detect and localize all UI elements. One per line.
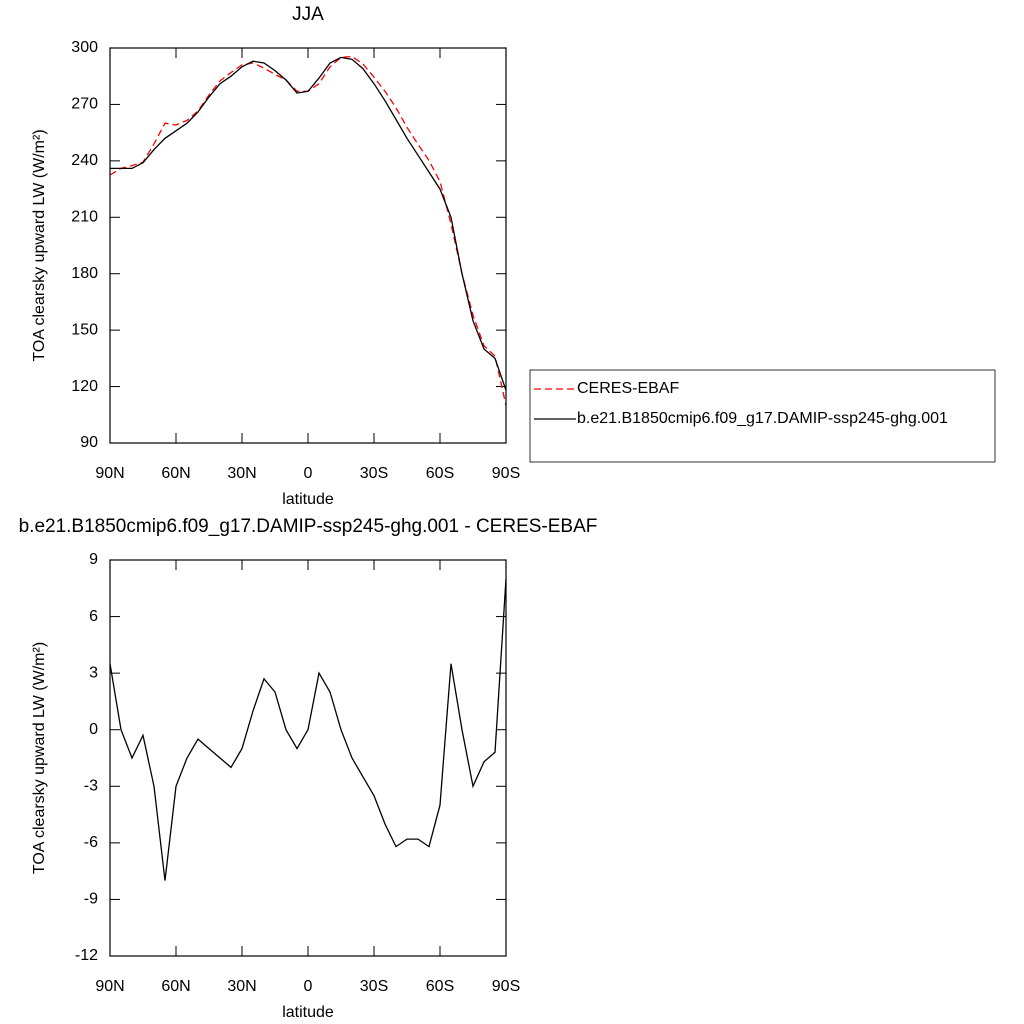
x-tick-label: 60S [426,465,454,482]
x-tick-label: 60N [161,978,190,995]
y-tick-label: 300 [71,39,98,56]
x-tick-label: 0 [304,978,313,995]
data-line [109,578,507,881]
x-axis-label: latitude [282,491,334,508]
plot-frame [109,47,507,444]
x-tick-label: 30N [227,465,256,482]
x-tick-label: 30S [360,978,388,995]
legend-label: b.e21.B1850cmip6.f09_g17.DAMIP-ssp245-gh… [577,410,948,427]
y-tick-label: 120 [71,378,98,395]
y-tick-label: 210 [71,209,98,226]
x-tick-label: 90N [95,465,124,482]
y-tick-label: 0 [89,721,98,738]
legend-label: CERES-EBAF [577,380,679,397]
chart-title: b.e21.B1850cmip6.f09_g17.DAMIP-ssp245-gh… [19,516,598,537]
y-tick-label: 240 [71,152,98,169]
y-tick-label: 6 [89,608,98,625]
y-tick-label: 150 [71,321,98,338]
y-axis-label: TOA clearsky upward LW (W/m²) [31,129,48,361]
y-tick-label: 90 [80,434,98,451]
x-tick-label: 30N [227,978,256,995]
legend-box [529,369,996,463]
x-tick-label: 0 [304,465,313,482]
y-tick-label: -12 [75,947,98,964]
x-tick-label: 90S [492,465,520,482]
y-tick-label: -6 [84,834,98,851]
x-tick-label: 90N [95,978,124,995]
x-tick-label: 60S [426,978,454,995]
chart-title: JJA [292,4,324,25]
x-axis-label: latitude [282,1004,334,1021]
y-tick-label: 270 [71,96,98,113]
y-tick-label: 3 [89,664,98,681]
y-tick-label: -9 [84,891,98,908]
x-tick-label: 60N [161,465,190,482]
y-axis-label: TOA clearsky upward LW (W/m²) [31,642,48,874]
plot-frame [109,559,507,957]
y-tick-label: 180 [71,265,98,282]
data-line [109,55,507,406]
y-tick-label: 9 [89,551,98,568]
x-tick-label: 90S [492,978,520,995]
y-tick-label: -3 [84,778,98,795]
data-line [110,56,507,391]
x-tick-label: 30S [360,465,388,482]
